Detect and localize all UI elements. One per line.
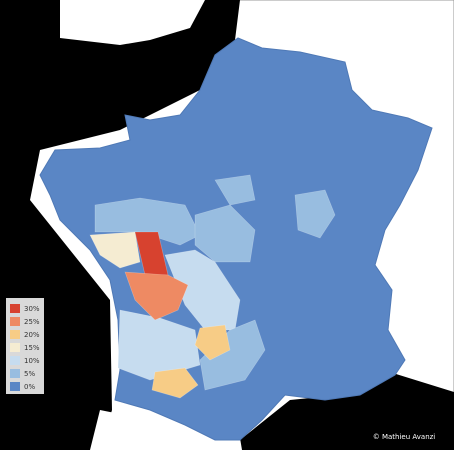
region	[194, 324, 231, 361]
mediterranean-sea	[240, 374, 454, 450]
legend-label: 25%	[24, 318, 40, 326]
region	[117, 309, 201, 381]
legend-swatch	[10, 382, 20, 391]
legend-swatch	[10, 330, 20, 339]
legend-swatch	[10, 356, 20, 365]
legend-swatch	[10, 317, 20, 326]
legend-label: 0%	[24, 383, 35, 391]
region	[124, 271, 189, 321]
region	[199, 319, 266, 391]
legend-label: 10%	[24, 357, 40, 365]
legend-label: 30%	[24, 305, 40, 313]
legend-label: 5%	[24, 370, 35, 378]
legend-swatch	[10, 369, 20, 378]
england	[60, 0, 205, 45]
legend-label: 20%	[24, 331, 40, 339]
region	[151, 367, 199, 399]
region	[89, 231, 141, 269]
credit: © Mathieu Avanzi	[373, 433, 436, 441]
region	[214, 174, 256, 206]
legend-label: 15%	[24, 344, 40, 352]
atlantic-sea	[0, 0, 240, 450]
region	[294, 189, 336, 239]
legend-swatch	[10, 343, 20, 352]
region	[94, 197, 201, 246]
spain	[90, 410, 242, 450]
region	[164, 249, 241, 331]
legend-swatch	[10, 304, 20, 313]
